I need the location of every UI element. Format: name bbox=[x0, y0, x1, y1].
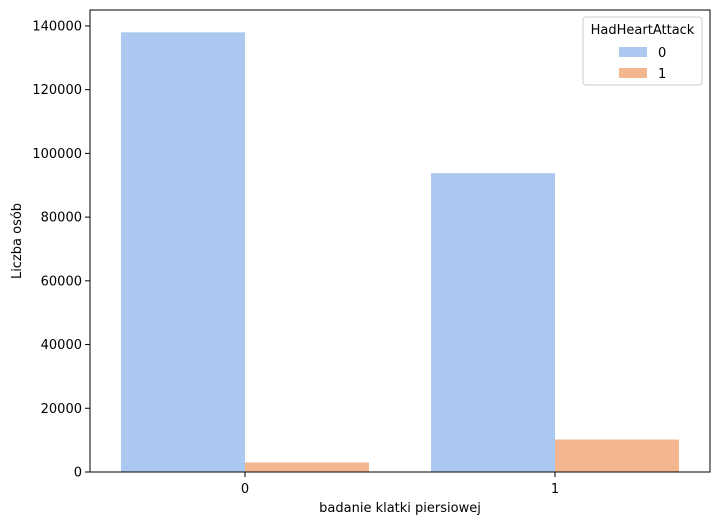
y-tick-label: 0 bbox=[74, 466, 82, 481]
plot-frame bbox=[89, 9, 711, 473]
bar-cat-0-series-1 bbox=[245, 462, 369, 472]
legend: HadHeartAttack 0 1 bbox=[582, 16, 703, 86]
y-tick-label: 140000 bbox=[32, 19, 82, 34]
x-axis-label: badanie klatki piersiowej bbox=[319, 501, 481, 516]
x-tick-label: 1 bbox=[551, 482, 559, 497]
y-axis: 0 20000 40000 60000 80000 100000 120000 140000 bbox=[32, 19, 90, 481]
legend-entry-label: 0 bbox=[658, 46, 666, 61]
bar-cat-0-series-0 bbox=[121, 32, 245, 473]
y-tick-label: 40000 bbox=[41, 338, 82, 353]
bar-cat-1-series-1 bbox=[555, 439, 679, 472]
bars-group bbox=[121, 32, 679, 473]
y-tick-label: 80000 bbox=[41, 211, 82, 226]
legend-title: HadHeartAttack bbox=[591, 23, 695, 38]
y-axis-label: Liczba osób bbox=[10, 203, 25, 279]
bar-cat-1-series-0 bbox=[431, 173, 555, 472]
legend-entry-label: 1 bbox=[658, 67, 666, 82]
legend-swatch bbox=[619, 47, 647, 57]
y-tick-label: 20000 bbox=[41, 402, 82, 417]
x-tick-label: 0 bbox=[241, 482, 249, 497]
y-tick-label: 60000 bbox=[41, 274, 82, 289]
legend-swatch bbox=[619, 68, 647, 78]
y-tick-label: 120000 bbox=[32, 83, 82, 98]
y-tick-label: 100000 bbox=[32, 147, 82, 162]
